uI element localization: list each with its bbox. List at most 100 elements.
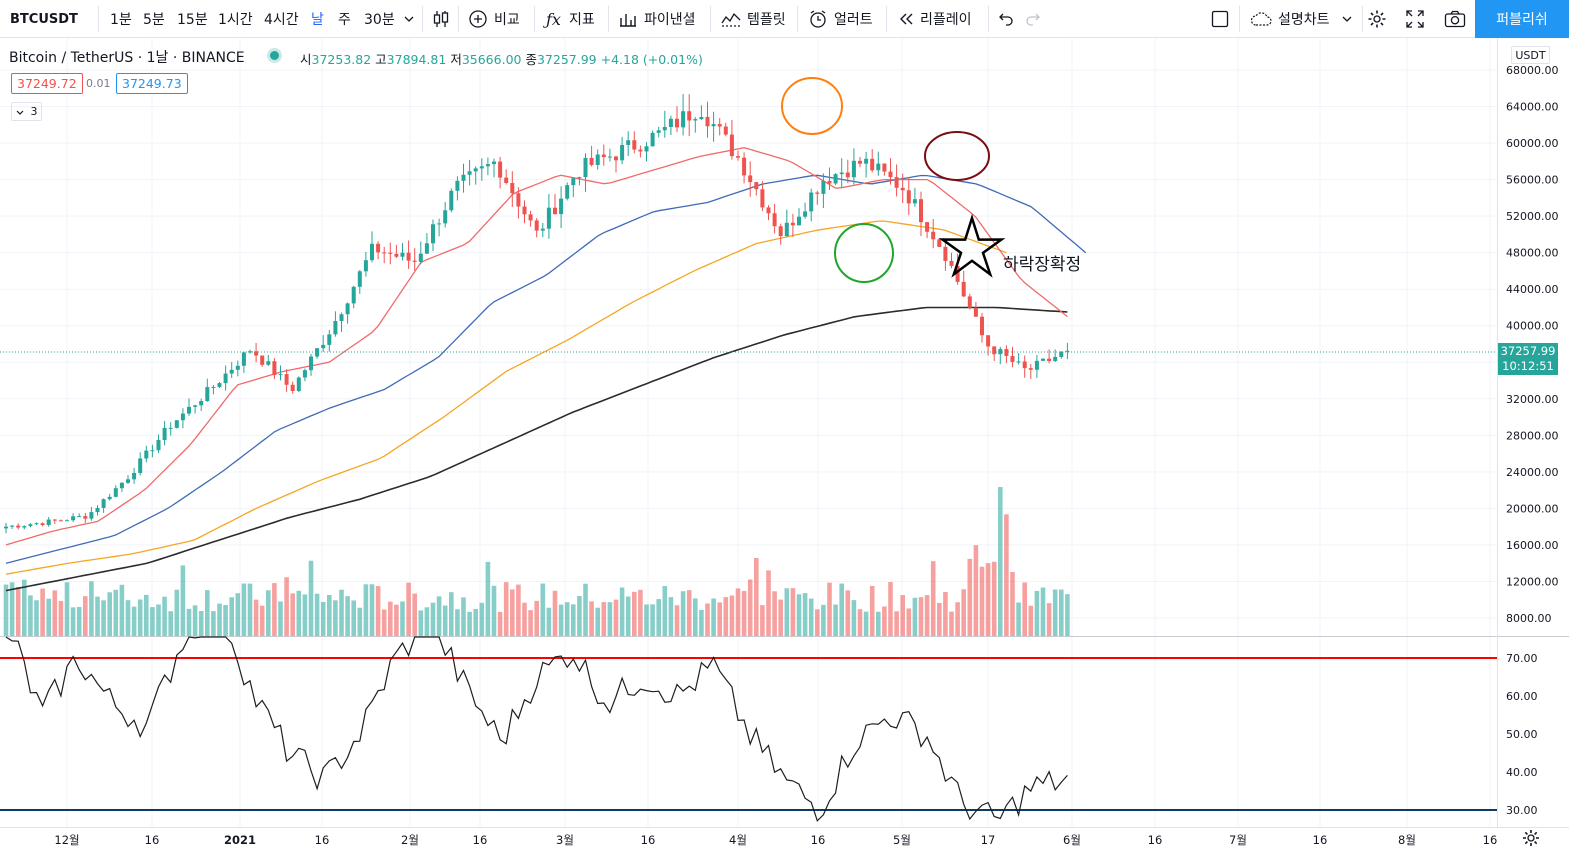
volume-bar — [22, 579, 27, 637]
candle-body — [546, 207, 551, 229]
indicators-button[interactable]: ƒx 지표 — [546, 0, 595, 38]
interval-5m[interactable]: 5분 — [143, 12, 165, 28]
candle-body — [876, 163, 881, 171]
volume-bar — [668, 597, 674, 637]
annotation-text[interactable]: 하락장확정 — [1003, 255, 1081, 275]
volume-bar — [918, 597, 924, 637]
volume-bar — [656, 599, 661, 637]
buy-price-button[interactable]: 37249.73 — [116, 73, 188, 94]
candle-body — [980, 316, 984, 336]
candle-body — [363, 260, 368, 272]
currency-badge[interactable]: USDT — [1511, 46, 1550, 64]
camera-icon[interactable] — [1444, 0, 1466, 38]
volume-bar — [314, 593, 320, 637]
time-axis-label: 16 — [641, 833, 656, 847]
indicators-collapse-button[interactable]: 3 — [11, 102, 42, 121]
candle-body — [882, 163, 887, 172]
candle-body — [687, 111, 692, 121]
volume-bar — [625, 596, 631, 637]
star-annotation-icon[interactable] — [938, 213, 1006, 278]
volume-bar — [296, 590, 302, 637]
compare-button[interactable]: 비교 — [469, 0, 520, 38]
candle-body — [1016, 361, 1021, 363]
annotation-circle-top[interactable] — [781, 77, 843, 135]
volume-bar — [46, 598, 51, 637]
time-axis-label: 17 — [981, 833, 996, 847]
volume-bar — [1065, 594, 1070, 637]
interval-4h[interactable]: 4시간 — [264, 12, 299, 28]
candle-body — [742, 157, 747, 176]
volume-bar — [308, 560, 314, 637]
time-axis-label: 7월 — [1229, 833, 1247, 847]
interval-1m[interactable]: 1분 — [110, 12, 132, 28]
volume-bar — [607, 602, 613, 637]
annotation-circle-bounce[interactable] — [834, 223, 894, 283]
candle-body — [516, 193, 521, 207]
candle-body — [955, 265, 960, 282]
volume-bar — [320, 601, 326, 637]
candle-body — [912, 199, 917, 204]
volume-bar — [619, 587, 625, 637]
candle-body — [888, 171, 893, 178]
expand-icon[interactable] — [1406, 0, 1424, 38]
ohlc-legend: 시37253.82 고37894.81 저35666.00 종37257.99 … — [300, 49, 703, 68]
open-value: 37253.82 — [311, 52, 372, 67]
interval-30m[interactable]: 30분 — [364, 12, 395, 28]
volume-bar — [955, 602, 960, 637]
price-axis-label: 52000.00 — [1506, 210, 1559, 223]
volume-bar — [497, 611, 503, 637]
rewind-icon — [898, 12, 914, 26]
volume-bar — [424, 607, 430, 637]
interval-week[interactable]: 주 — [338, 12, 351, 28]
volume-bar — [924, 595, 930, 637]
candle-body — [107, 496, 112, 500]
candle-body — [571, 178, 576, 186]
undo-icon[interactable] — [998, 0, 1014, 38]
volume-bar — [711, 598, 716, 637]
candle-body — [1047, 358, 1052, 361]
candle-body — [254, 351, 259, 356]
candle-body — [1065, 350, 1070, 352]
candle-body — [925, 222, 930, 232]
fullscreen-square-icon[interactable] — [1211, 0, 1229, 38]
price-chart[interactable]: 하락장확정 68000.00 64000.00 60000.00 56000.00 52… — [0, 38, 1569, 855]
interval-1h[interactable]: 1시간 — [218, 12, 253, 28]
volume-bar — [851, 600, 857, 637]
toolbar-divider — [98, 6, 99, 32]
time-axis[interactable]: 12월 16 2021 16 2월 16 3월 16 4월 16 5월 17 6월 16 7월 16 8월 16 — [54, 833, 1497, 847]
candle-style-icon[interactable] — [433, 0, 449, 38]
volume-bar — [144, 594, 149, 637]
financials-button[interactable]: 파이낸셜 — [619, 0, 696, 38]
volume-bar — [89, 581, 94, 637]
annotation-circle-double-top[interactable] — [924, 131, 990, 181]
alerts-button[interactable]: 얼러트 — [808, 0, 873, 38]
symbol-title[interactable]: Bitcoin / TetherUS · 1날 · BINANCE — [9, 50, 245, 66]
volume-bar — [802, 593, 808, 637]
volume-bar — [473, 609, 478, 637]
gear-icon[interactable] — [1367, 0, 1387, 38]
candle-body — [321, 344, 326, 349]
interval-day[interactable]: 날 — [311, 12, 324, 28]
ma-slow-line — [5, 220, 1007, 575]
redo-icon[interactable] — [1025, 0, 1041, 38]
candle-body — [626, 140, 631, 145]
gear-icon[interactable] — [1521, 828, 1541, 848]
publish-button[interactable]: 퍼블리쉬 — [1475, 0, 1569, 38]
layout-save-button[interactable]: 설명차트 — [1250, 0, 1352, 38]
rsi-axis[interactable]: 70.00 60.00 50.00 40.00 30.00 — [1506, 652, 1538, 817]
candle-body — [357, 271, 362, 287]
replay-button[interactable]: 리플레이 — [898, 0, 972, 38]
volume-bar — [1059, 589, 1064, 637]
candle-body — [229, 369, 234, 374]
templates-button[interactable]: 템플릿 — [721, 0, 786, 38]
volume-bar — [369, 584, 375, 637]
sell-price-button[interactable]: 37249.72 — [11, 73, 83, 94]
candle-body — [132, 472, 137, 480]
volume-bar — [1046, 603, 1052, 637]
interval-dropdown-chevron-icon[interactable] — [404, 0, 414, 38]
candle-body — [797, 216, 801, 226]
interval-15m[interactable]: 15분 — [177, 12, 208, 28]
symbol-search[interactable]: BTCUSDT — [10, 11, 78, 27]
candle-body — [315, 348, 320, 357]
candle-body — [1041, 358, 1045, 361]
